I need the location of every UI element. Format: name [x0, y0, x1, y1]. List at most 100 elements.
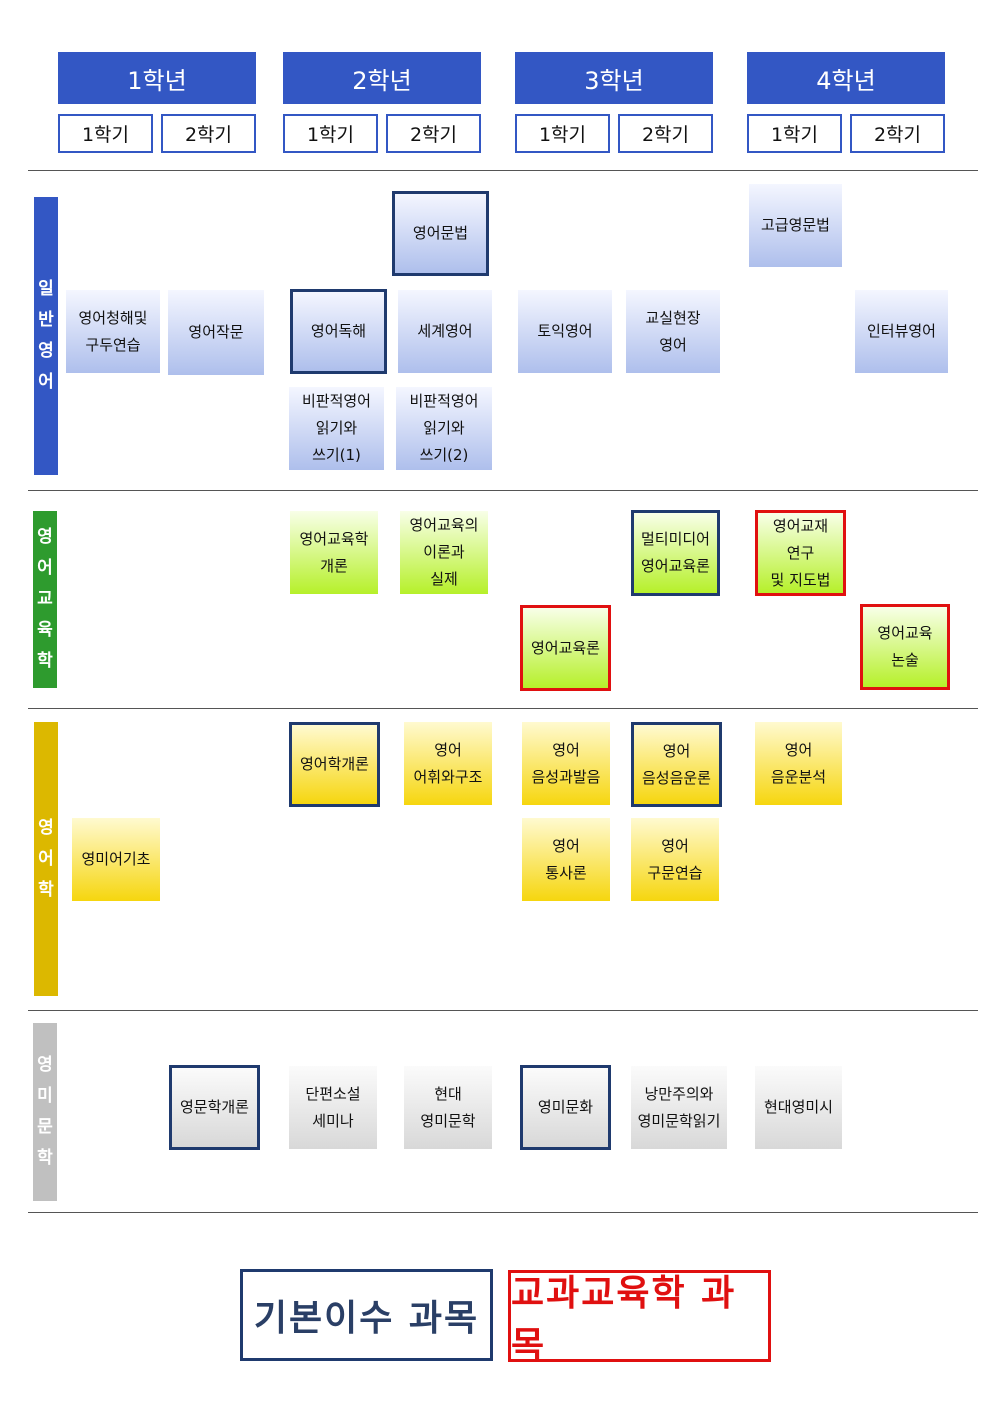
course-box: 현대영미시: [755, 1066, 842, 1149]
course-box: 영어교육론: [520, 605, 611, 691]
course-name-line: 읽기와: [423, 419, 465, 437]
course-name-line: 교실현장: [645, 308, 701, 327]
course-box: 영어작문: [168, 290, 264, 375]
course-name-line: 이론과: [423, 543, 465, 561]
course-name-line: 영어교육의: [409, 516, 479, 534]
semester-header: 1학기: [58, 114, 153, 153]
year-header: 1학년: [58, 52, 256, 104]
course-name-line: 영어: [661, 836, 689, 855]
course-name-line: 영미문학: [420, 1111, 476, 1130]
category-label-text: 영어학: [38, 817, 54, 900]
course-name-line: 구문연습: [647, 863, 703, 882]
course-name-line: 음운분석: [770, 767, 827, 786]
course-box: 고급영문법: [749, 184, 842, 267]
course-name-line: 비판적영어: [301, 392, 371, 410]
course-name-line: 영어교육학: [299, 529, 369, 548]
divider: [28, 1212, 978, 1213]
course-name-line: 읽기와: [315, 419, 358, 437]
divider: [28, 1010, 978, 1011]
category-label: 영어교육학: [33, 511, 57, 688]
semester-header: 1학기: [515, 114, 610, 153]
course-name-line: 영어교육론: [530, 638, 600, 657]
course-name-line: 영어교재: [772, 516, 829, 535]
course-name-line: 낭만주의와: [644, 1084, 714, 1103]
course-box: 영미문화: [520, 1065, 611, 1150]
category-label: 일반영어: [34, 197, 58, 475]
course-name-line: 영어: [552, 740, 580, 759]
course-box: 영어청해및 구두연습: [66, 290, 160, 373]
course-name-line: 쓰기(2): [419, 446, 469, 464]
course-box: 멀티미디어 영어교육론: [631, 510, 720, 596]
divider: [28, 490, 978, 491]
course-box: 영어 음성음운론: [631, 722, 722, 807]
category-label: 영미문학: [33, 1023, 57, 1201]
course-box: 영어학개론: [289, 722, 380, 807]
semester-header: 2학기: [386, 114, 481, 153]
course-name-line: 음성음운론: [641, 768, 711, 787]
course-box: 세계영어: [398, 290, 492, 373]
course-name-line: 토익영어: [537, 322, 593, 340]
course-name-line: 개론: [320, 556, 348, 575]
course-box: 영문학개론: [169, 1065, 260, 1150]
course-name-line: 고급영문법: [760, 216, 830, 234]
course-name-line: 논술: [891, 651, 919, 669]
course-name-line: 영어학개론: [299, 755, 369, 773]
year-header: 4학년: [747, 52, 945, 104]
course-box: 토익영어: [518, 290, 612, 373]
course-name-line: 영미문화: [537, 1098, 594, 1116]
course-name-line: 영어작문: [188, 323, 244, 341]
course-name-line: 인터뷰영어: [866, 322, 936, 340]
course-name-line: 영어: [552, 836, 580, 855]
course-box: 영어교재 연구 및 지도법: [755, 510, 846, 596]
divider: [28, 708, 978, 709]
course-name-line: 영문학개론: [179, 1098, 249, 1116]
course-name-line: 영어문법: [412, 224, 469, 242]
course-name-line: 통사론: [545, 863, 587, 882]
course-name-line: 영어교육: [877, 624, 933, 642]
legend-item: 기본이수 과목: [240, 1269, 493, 1361]
course-name-line: 현대: [434, 1084, 462, 1103]
course-name-line: 영어청해및: [78, 308, 148, 327]
course-box: 단편소설 세미나: [289, 1066, 377, 1149]
semester-header: 2학기: [618, 114, 713, 153]
course-name-line: 음성과발음: [531, 767, 601, 786]
category-label-text: 일반영어: [38, 279, 54, 392]
semester-header: 1학기: [283, 114, 378, 153]
course-name-line: 쓰기(1): [312, 446, 361, 464]
semester-header: 1학기: [747, 114, 842, 153]
course-name-line: 영어: [659, 335, 687, 354]
divider: [28, 170, 978, 171]
course-name-line: 영어독해: [310, 322, 367, 340]
course-name-line: 세계영어: [417, 322, 473, 340]
course-name-line: 단편소설: [305, 1084, 361, 1103]
course-name-line: 영어: [434, 740, 462, 759]
course-name-line: 현대영미시: [763, 1098, 833, 1116]
course-box: 인터뷰영어: [855, 290, 948, 373]
course-box: 영미어기초: [72, 818, 160, 901]
course-name-line: 영미문학읽기: [637, 1111, 721, 1130]
year-header: 3학년: [515, 52, 713, 104]
course-name-line: 비판적영어: [409, 392, 479, 410]
year-header: 2학년: [283, 52, 481, 104]
course-name-line: 실제: [430, 570, 458, 588]
legend-item: 교과교육학 과목: [508, 1270, 771, 1366]
course-name-line: 어휘와구조: [413, 767, 483, 786]
course-name-line: 및 지도법: [770, 570, 831, 589]
category-label-text: 영어교육학: [37, 527, 53, 671]
course-name-line: 영어: [784, 740, 813, 759]
course-box: 영어독해: [290, 289, 387, 374]
